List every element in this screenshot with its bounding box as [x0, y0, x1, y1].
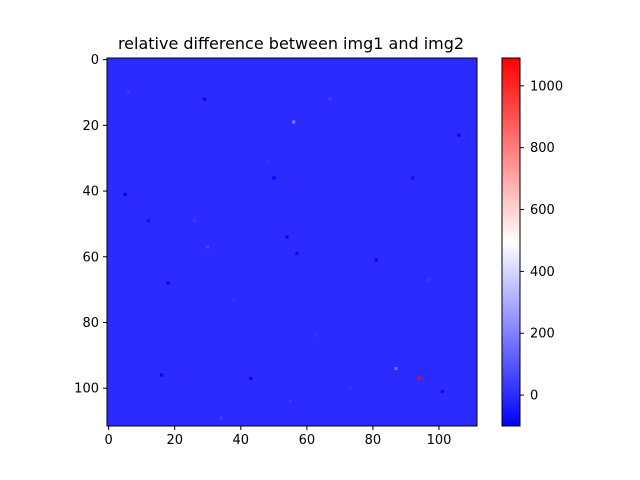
y-tick-label: 0 [91, 53, 99, 68]
x-tick-label: 40 [233, 433, 250, 448]
y-axis: 0 20 40 60 80 100 [74, 53, 107, 397]
heatmap-cell [166, 281, 170, 285]
x-tick-label: 80 [365, 433, 382, 448]
heatmap-cell [123, 192, 127, 196]
y-tick-label: 100 [74, 382, 99, 397]
y-tick-label: 40 [82, 185, 99, 200]
colorbar-tick-label: 800 [530, 141, 555, 156]
colorbar-tick-label: 400 [530, 265, 555, 280]
heatmap-cell [146, 219, 150, 223]
heatmap-cell [159, 373, 164, 377]
heatmap-cell [292, 120, 296, 124]
heatmap-cell [219, 416, 223, 420]
heatmap-cell [427, 278, 431, 282]
heatmap-cell [295, 251, 299, 256]
heatmap-cell [285, 235, 289, 239]
chart-title: relative difference between img1 and img… [118, 34, 464, 53]
heatmap-cell [265, 159, 269, 164]
heatmap-cell [202, 97, 207, 101]
x-tick-label: 0 [105, 433, 113, 448]
heatmap-cell [249, 376, 253, 380]
y-tick-label: 20 [82, 119, 99, 134]
heatmap-cell [410, 176, 415, 180]
colorbar-tick-label: 0 [530, 389, 538, 404]
colorbar [501, 57, 521, 427]
heatmap-cell [192, 219, 197, 223]
y-tick-label: 60 [82, 250, 99, 265]
colorbar-tick-label: 1000 [530, 79, 563, 94]
x-tick-label: 60 [299, 433, 316, 448]
heatmap-cell [440, 389, 444, 394]
heatmap-cell [288, 399, 292, 403]
colorbar-tick-label: 200 [530, 327, 555, 342]
colorbar-axis: 0 200 400 600 800 1000 [520, 79, 563, 404]
heatmap-cell [328, 97, 332, 101]
heatmap-cell [315, 334, 319, 338]
heatmap-cell [417, 376, 421, 380]
heatmap-cell [272, 176, 276, 180]
heatmap-cell [348, 386, 352, 390]
heatmap-cell [232, 297, 236, 302]
x-tick-label: 20 [166, 433, 183, 448]
heatmap-cell [394, 366, 398, 371]
heatmap-cell [374, 258, 378, 262]
heatmap-cell [457, 133, 461, 137]
heatmap-cell [126, 90, 131, 95]
colorbar-tick-label: 600 [530, 203, 555, 218]
x-tick-label: 100 [427, 433, 452, 448]
heatmap-frame [106, 57, 478, 427]
heatmap-background [107, 58, 477, 426]
heatmap-cell [206, 245, 210, 249]
x-axis: 0 20 40 60 80 100 [105, 426, 452, 448]
y-tick-label: 80 [82, 316, 99, 331]
